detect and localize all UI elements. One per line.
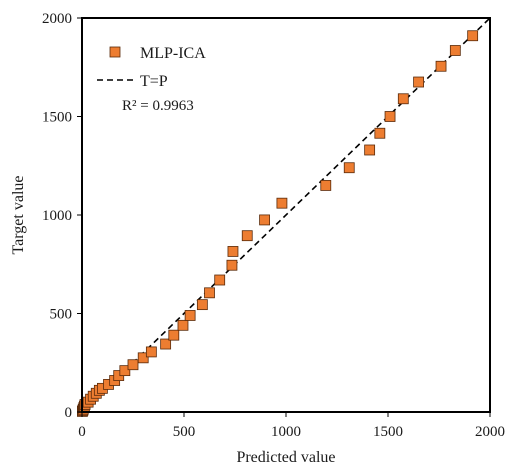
y-tick-label: 1500 [42, 110, 72, 126]
y-tick-label: 500 [50, 307, 73, 323]
y-tick-label: 2000 [42, 11, 72, 27]
data-point-28 [241, 230, 253, 242]
data-point-18 [145, 346, 157, 358]
legend-label-mlp-ica: MLP-ICA [140, 45, 206, 62]
x-tick-label: 2000 [475, 424, 505, 440]
x-axis-title: Predicted value [236, 449, 335, 466]
data-points-layer [77, 30, 479, 417]
legend-marker-square [109, 46, 121, 58]
y-axis-title: Target value [10, 176, 27, 255]
x-tick-label: 500 [173, 424, 196, 440]
legend: MLP-ICA T=P R² = 0.9963 [97, 45, 206, 114]
data-point-20 [168, 329, 180, 341]
data-point-22 [184, 310, 196, 321]
data-point-30 [276, 197, 288, 209]
data-point-27 [227, 246, 239, 257]
legend-label-t-equals-p: T=P [140, 73, 168, 90]
data-point-19 [160, 338, 172, 350]
r-squared-annotation: R² = 0.9963 [122, 98, 194, 114]
data-point-32 [343, 162, 355, 174]
data-point-25 [214, 274, 226, 286]
data-point-17 [137, 352, 149, 364]
x-tick-label: 1500 [373, 424, 403, 440]
data-point-16 [127, 359, 139, 371]
data-point-15 [119, 365, 131, 377]
data-point-33 [364, 144, 376, 156]
y-tick-label: 1000 [42, 208, 72, 224]
x-tick-label: 0 [78, 424, 86, 440]
data-point-39 [449, 45, 461, 56]
data-point-26 [226, 259, 238, 271]
data-point-34 [374, 127, 386, 139]
axis-ticks-layer: 0 500 1000 1500 2000 0 500 1000 1500 2000 [42, 11, 505, 440]
data-point-24 [204, 287, 215, 299]
y-tick-label: 0 [65, 405, 73, 421]
x-tick-label: 1000 [271, 424, 301, 440]
data-point-36 [397, 93, 409, 105]
data-point-21 [177, 319, 189, 331]
data-point-35 [384, 111, 396, 122]
data-point-37 [413, 76, 425, 88]
data-point-38 [435, 60, 447, 72]
data-point-29 [259, 214, 270, 226]
data-point-40 [467, 30, 479, 42]
data-point-23 [196, 299, 208, 311]
data-point-31 [320, 180, 332, 191]
